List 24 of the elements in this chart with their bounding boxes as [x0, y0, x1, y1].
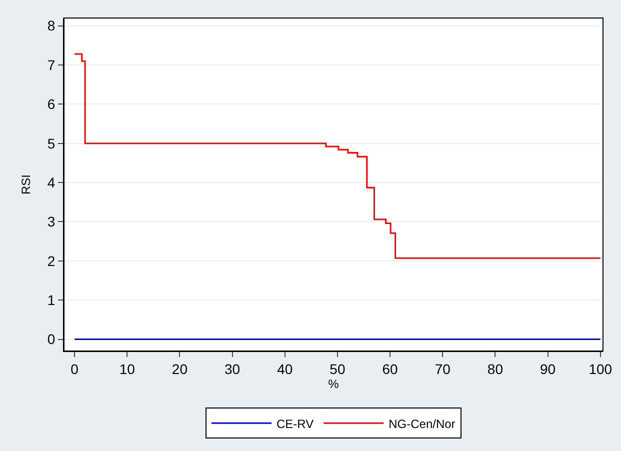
- x-tick-label: 70: [434, 360, 451, 377]
- x-tick-label: 20: [172, 360, 188, 377]
- y-tick-label: 8: [47, 18, 56, 34]
- x-tick-label: 10: [119, 360, 136, 377]
- y-tick-label: 3: [47, 214, 56, 230]
- y-tick-label: 1: [47, 292, 56, 308]
- x-axis-title: %: [328, 376, 340, 391]
- x-tick-label: 80: [487, 360, 504, 377]
- x-tick-label: 40: [277, 360, 293, 377]
- y-axis-title: RSI: [19, 174, 33, 195]
- x-tick-label: 50: [330, 360, 346, 377]
- x-tick-label: 90: [540, 360, 556, 377]
- legend-label: NG-Cen/Nor: [388, 416, 456, 431]
- y-tick-label: 4: [47, 174, 56, 190]
- x-tick-label: 30: [224, 360, 240, 377]
- legend-label: CE-RV: [276, 416, 314, 431]
- y-tick-label: 6: [47, 96, 56, 112]
- x-tick-label: 0: [70, 360, 79, 377]
- x-tick-label: 100: [588, 360, 612, 377]
- x-tick-label: 60: [382, 360, 398, 377]
- y-tick-label: 0: [47, 331, 56, 348]
- y-tick-label: 2: [47, 252, 56, 269]
- y-tick-label: 7: [47, 56, 56, 73]
- y-tick-label: 5: [47, 135, 56, 152]
